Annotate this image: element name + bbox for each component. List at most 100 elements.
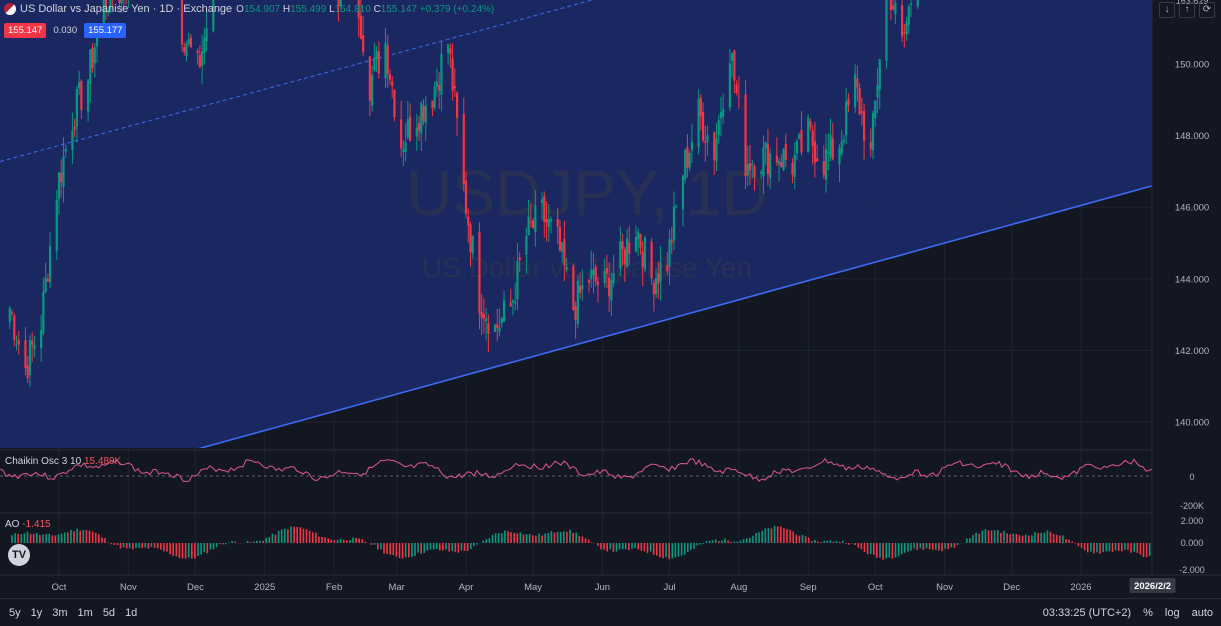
candle (894, 0, 897, 25)
candle-body (91, 47, 94, 69)
candle-body (722, 109, 725, 117)
candle (55, 189, 58, 260)
ao-legend[interactable]: AO -1.415 (5, 519, 51, 530)
percent-toggle[interactable]: % (1143, 606, 1153, 619)
arrow-down-icon[interactable]: ↓ (1159, 2, 1175, 18)
log-toggle[interactable]: log (1164, 606, 1180, 619)
candle-body (469, 224, 472, 252)
price-axis[interactable]: 140.000 142.000 144.000 146.000 148.000 150.0… (1151, 0, 1221, 598)
symbol-header[interactable]: US Dollar vs Japanise Yen · 1D · Exchang… (4, 3, 494, 15)
refresh-icon[interactable]: ⟳ (1199, 2, 1215, 18)
candle-body (180, 0, 184, 45)
candle-body (189, 37, 193, 47)
symbol-title[interactable]: US Dollar vs Japanise Yen · 1D · Exchang… (20, 3, 233, 15)
candle (889, 0, 893, 20)
candle-body (485, 318, 488, 322)
candle-body (80, 80, 83, 111)
range-button-1d[interactable]: 1d (125, 606, 138, 619)
candle (478, 222, 481, 330)
tradingview-logo-icon[interactable]: TV (8, 544, 30, 566)
candle-body (393, 89, 396, 117)
chaikin-legend[interactable]: Chaikin Osc 3 10 15.489K (5, 456, 121, 467)
candle-body (400, 119, 403, 149)
candle (487, 314, 490, 352)
candle-body (563, 238, 566, 266)
candle-body (15, 343, 18, 345)
candle (46, 273, 49, 282)
price-candles[interactable] (8, 0, 1154, 388)
candle-body (420, 103, 423, 134)
candle-body (688, 152, 691, 168)
candle (400, 100, 403, 158)
candle-body (109, 0, 112, 13)
candle-body (903, 32, 906, 34)
range-button-3m[interactable]: 3m (52, 606, 68, 619)
auto-toggle[interactable]: auto (1191, 606, 1213, 619)
candle-body (57, 172, 61, 200)
candle-body (183, 47, 186, 53)
candle-body (10, 312, 14, 314)
range-button-1y[interactable]: 1y (30, 606, 43, 619)
x-tick-label: May (524, 582, 542, 593)
y-tick-label: 150.000 (1175, 60, 1209, 71)
candle (905, 17, 908, 41)
candle (822, 145, 825, 179)
candle-body (751, 163, 754, 166)
candle (516, 243, 519, 311)
candle-body (807, 118, 810, 152)
candle-body (822, 161, 825, 176)
candle-body (605, 267, 608, 274)
spread-value: 0.030 (53, 25, 78, 36)
candle-body (44, 277, 47, 293)
candle-body (578, 285, 582, 294)
candle-body (905, 21, 908, 35)
candle (485, 308, 488, 341)
candle-body (793, 155, 796, 178)
date-range-buttons[interactable]: 5y 1y 3m 1m 5d 1d (9, 607, 137, 619)
candle-body (603, 270, 606, 283)
candle (493, 323, 497, 333)
sell-button[interactable]: 155.147 (4, 23, 47, 38)
candle (123, 0, 125, 8)
candle (86, 78, 90, 122)
candle (42, 277, 45, 336)
candle (373, 42, 376, 72)
candle (198, 45, 201, 69)
ao-pane[interactable]: 2.000 0.000 -2.000 (0, 512, 1205, 575)
range-button-5y[interactable]: 5y (9, 606, 21, 619)
candle-body (672, 206, 676, 241)
candle (73, 118, 76, 138)
candle (576, 274, 579, 328)
range-button-5d[interactable]: 5d (102, 606, 116, 619)
candle (587, 278, 591, 293)
clock[interactable]: 03:33:25 (UTC+2) (1042, 606, 1132, 619)
arrow-up-icon[interactable]: ↑ (1179, 2, 1195, 18)
candle (838, 144, 841, 183)
candle (543, 191, 546, 238)
candle (675, 204, 678, 209)
candle-body (478, 231, 481, 314)
range-button-1m[interactable]: 1m (77, 606, 93, 619)
chaikin-pane[interactable]: 0 -200K (0, 449, 1204, 511)
candle (731, 52, 734, 77)
ao-tick-label: 2.000 (1181, 516, 1204, 526)
candle-body (858, 88, 861, 115)
x-tick-label: 2025 (254, 582, 275, 593)
candle-body (639, 234, 642, 248)
candle-body (447, 44, 450, 53)
candle-body (337, 0, 340, 7)
candle (44, 262, 47, 294)
candle-body (657, 273, 660, 284)
trade-buttons[interactable]: 155.147 0.030 155.177 (4, 23, 127, 38)
candle (701, 102, 705, 143)
candle (900, 0, 904, 42)
pane-tools[interactable]: ↓ ↑ ⟳ (1159, 2, 1215, 18)
axis-bg (1152, 0, 1221, 598)
candle (574, 301, 577, 339)
buy-button[interactable]: 155.177 (84, 23, 127, 38)
time-axis[interactable]: Oct Nov Dec 2025 Feb Mar Apr May Jun Jul Aug Sep Oct… (0, 574, 1221, 598)
candle-body (464, 180, 468, 214)
candle-body (440, 53, 443, 95)
symbol-watermark: USDJPY, 1D US Dollar vs Japanise Yen (406, 157, 768, 283)
